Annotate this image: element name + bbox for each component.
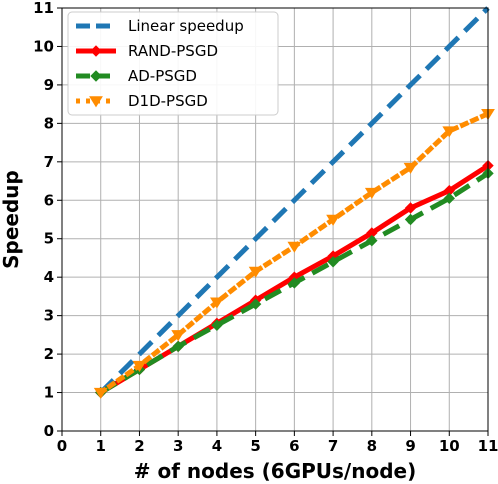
data-point — [93, 387, 108, 399]
x-tick-label: 2 — [134, 437, 144, 455]
series-linear-speedup — [98, 6, 490, 395]
data-point — [442, 126, 457, 138]
x-tick-label: 5 — [250, 437, 260, 455]
legend-marker — [90, 45, 102, 57]
data-point — [404, 202, 417, 214]
data-point — [287, 241, 302, 253]
data-point — [364, 187, 379, 199]
legend-label: D1D-PSGD — [128, 92, 208, 110]
legend-label: AD-PSGD — [128, 67, 197, 85]
y-tick-label: 4 — [44, 268, 54, 286]
ticks: 0 1 2 3 4 5 6 7 8 9 10 11 0 1 2 3 4 5 6 7 8 9 10 11 — [33, 0, 498, 455]
x-tick-label: 11 — [478, 437, 498, 455]
data-point — [366, 234, 378, 247]
data-point — [404, 213, 417, 226]
y-tick-label: 1 — [44, 384, 54, 402]
x-tick-label: 9 — [405, 437, 415, 455]
x-tick-label: 0 — [57, 437, 67, 455]
legend-entry: Linear speedup — [76, 17, 244, 35]
legend-marker — [89, 96, 103, 108]
data-point — [249, 298, 262, 310]
data-point — [326, 214, 340, 226]
legend-label: RAND-PSGD — [128, 42, 218, 60]
x-tick-label: 6 — [289, 437, 299, 455]
data-point — [443, 192, 455, 205]
series-line — [98, 6, 490, 395]
x-tick-label: 8 — [367, 437, 377, 455]
y-tick-label: 8 — [44, 114, 54, 132]
y-tick-label: 11 — [33, 0, 54, 17]
data-point — [132, 360, 147, 372]
y-tick-label: 3 — [44, 307, 54, 325]
y-tick-label: 7 — [44, 153, 54, 171]
data-point — [172, 340, 184, 353]
data-point — [327, 256, 339, 268]
legend-entry: D1D-PSGD — [76, 92, 208, 110]
x-tick-label: 1 — [96, 437, 106, 455]
data-point — [171, 330, 186, 342]
x-tick-label: 10 — [439, 437, 460, 455]
data-point — [210, 297, 224, 309]
y-axis-label: Speedup — [0, 170, 23, 269]
data-point — [403, 162, 418, 174]
data-point — [248, 266, 263, 278]
x-tick-label: 4 — [212, 437, 222, 455]
x-axis-label: # of nodes (6GPUs/node) — [134, 459, 416, 483]
legend-entry: RAND-PSGD — [76, 42, 218, 60]
series-d1d-psgd — [93, 109, 495, 399]
legend-marker — [90, 70, 102, 82]
series-layer — [93, 6, 495, 399]
y-tick-label: 9 — [44, 76, 54, 94]
legend-label: Linear speedup — [128, 17, 244, 35]
legend: Linear speedup RAND-PSGD AD-PSGD D1D-PSGD — [67, 11, 279, 116]
y-tick-label: 0 — [44, 422, 54, 440]
y-tick-label: 5 — [44, 230, 54, 248]
x-tick-label: 3 — [173, 437, 183, 455]
plot-frame — [61, 7, 489, 432]
legend-entry: AD-PSGD — [76, 67, 197, 85]
legend-box — [67, 11, 279, 116]
y-tick-label: 10 — [33, 37, 54, 55]
data-point — [211, 319, 223, 331]
x-tick-label: 7 — [328, 437, 338, 455]
y-tick-label: 6 — [44, 191, 54, 209]
data-point — [288, 277, 301, 289]
y-tick-label: 2 — [44, 345, 54, 363]
